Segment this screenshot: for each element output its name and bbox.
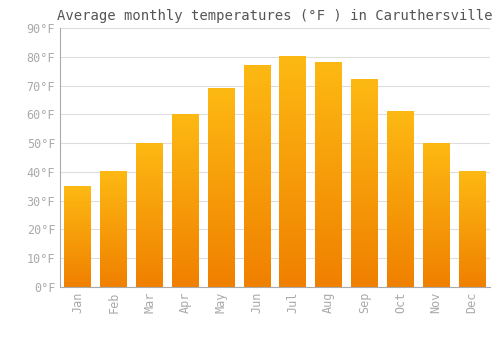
Title: Average monthly temperatures (°F ) in Caruthersville: Average monthly temperatures (°F ) in Ca…	[57, 9, 493, 23]
